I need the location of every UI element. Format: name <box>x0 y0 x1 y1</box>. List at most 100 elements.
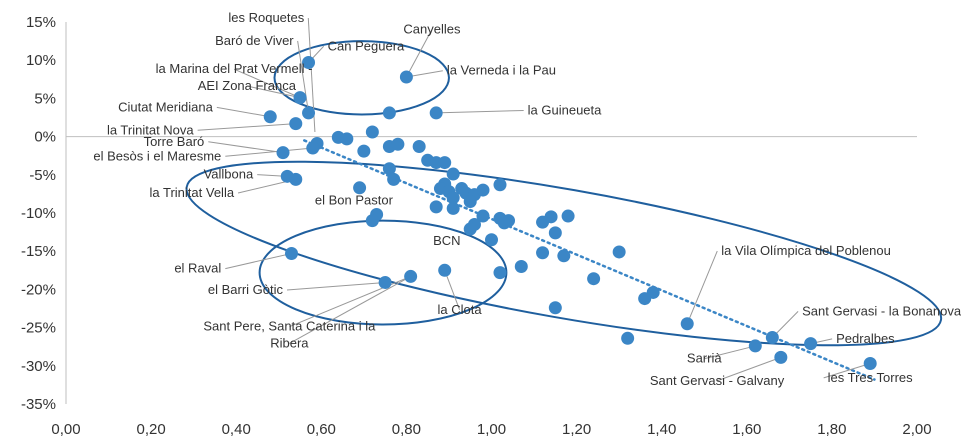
data-point <box>463 222 477 236</box>
label-leader-line <box>197 123 296 131</box>
data-point <box>429 106 443 120</box>
data-point <box>289 172 303 186</box>
point-label: la Verneda i la Pau <box>447 63 556 78</box>
data-point <box>263 110 277 124</box>
label-leader-line <box>233 68 301 99</box>
data-point <box>340 132 354 146</box>
y-tick-label: -35% <box>21 396 56 413</box>
x-tick-label: 2,00 <box>902 421 931 438</box>
data-point <box>446 201 460 215</box>
point-label: Sant Pere, Santa Caterina i la <box>203 319 376 334</box>
y-tick-label: 10% <box>26 52 56 69</box>
label-leader-line <box>286 282 386 291</box>
y-tick-label: -30% <box>21 358 56 375</box>
data-point <box>412 140 426 154</box>
data-point <box>476 183 490 197</box>
label-leader-line <box>246 85 301 99</box>
data-point <box>548 226 562 240</box>
y-tick-label: 0% <box>34 129 56 146</box>
data-point <box>557 249 571 263</box>
x-tick-label: 0,00 <box>51 421 80 438</box>
label-leader-lines <box>197 17 871 382</box>
point-label: AEI Zona Franca <box>198 78 297 93</box>
data-point <box>587 272 601 286</box>
data-point <box>804 337 818 351</box>
data-point <box>289 117 303 131</box>
point-label: la Guineueta <box>528 102 602 117</box>
x-tick-label: 0,80 <box>392 421 421 438</box>
data-point <box>357 144 371 158</box>
x-tick-label: 0,20 <box>136 421 165 438</box>
point-label: el Bon Pastor <box>315 193 394 208</box>
x-tick-label: 1,40 <box>647 421 676 438</box>
data-point <box>621 331 635 345</box>
data-point <box>399 70 413 84</box>
point-label: el Raval <box>174 261 221 276</box>
data-point <box>285 246 299 260</box>
label-leader-line <box>225 147 313 157</box>
point-label: la Vila Olímpica del Poblenou <box>721 243 891 258</box>
label-leader-line <box>686 250 718 324</box>
data-point <box>391 137 405 151</box>
label-leader-line <box>823 363 871 379</box>
label-leader-line <box>297 40 310 113</box>
data-point <box>536 246 550 260</box>
label-leader-line <box>444 270 461 311</box>
x-tick-label: 1,60 <box>732 421 761 438</box>
point-label: Ciutat Meridiana <box>118 99 213 114</box>
data-point <box>446 191 460 205</box>
point-label: Sarrià <box>687 351 722 366</box>
point-label: el Barri Gòtic <box>208 282 284 297</box>
point-labels: les Roquetes Canyelles Baró de Viver Can Pe… <box>93 10 961 388</box>
label-leader-line <box>216 106 271 118</box>
y-tick-label: 15% <box>26 14 56 31</box>
data-point <box>438 263 452 277</box>
data-point <box>306 141 320 155</box>
cluster-ellipse <box>185 160 943 347</box>
data-point <box>429 200 443 214</box>
point-label: Canyelles <box>403 21 461 36</box>
label-leader-line <box>704 345 756 360</box>
data-point <box>378 276 392 290</box>
point-label: Sant Gervasi - Galvany <box>650 373 785 388</box>
data-point <box>638 292 652 306</box>
data-point <box>387 172 401 186</box>
data-point <box>612 245 626 259</box>
data-point <box>485 233 498 247</box>
data-point <box>302 106 316 120</box>
label-leader-line <box>225 253 292 270</box>
data-point <box>382 162 396 176</box>
y-tick-label: 5% <box>34 90 56 107</box>
data-point <box>365 125 379 139</box>
y-tick-label: -25% <box>21 320 56 337</box>
cluster-ellipse <box>273 40 450 116</box>
point-label: Baró de Viver <box>215 33 294 48</box>
label-leader-line <box>208 141 284 154</box>
data-point <box>497 216 511 230</box>
axes: 15% 10% 5% 0% -5% -10% -15% -20% -25% -30% -35% 0,0… <box>21 14 932 438</box>
x-tick-label: 0,60 <box>307 421 336 438</box>
data-point <box>446 167 460 181</box>
point-label: la Clota <box>438 302 483 317</box>
data-point <box>382 106 396 120</box>
data-point <box>293 91 307 105</box>
point-label: la Trinitat Vella <box>150 185 235 200</box>
data-point <box>680 317 694 331</box>
point-label: Torre Baró <box>144 134 205 149</box>
point-label: la Trinitat Nova <box>107 122 194 137</box>
x-tick-label: 1,20 <box>562 421 591 438</box>
data-point <box>748 339 762 353</box>
point-label: les Roquetes <box>228 10 304 25</box>
data-point <box>476 209 490 223</box>
x-tick-label: 0,40 <box>222 421 251 438</box>
label-leader-line <box>405 29 433 78</box>
data-point <box>438 156 452 170</box>
data-point <box>514 259 528 273</box>
point-label: la Marina del Prat Vermell - <box>156 61 313 76</box>
cluster-ellipses <box>185 40 943 347</box>
data-point <box>493 178 507 192</box>
point-label: Sant Gervasi - la Bonanova <box>802 303 961 318</box>
point-label: Pedralbes <box>836 331 895 346</box>
x-tick-label: 1,00 <box>477 421 506 438</box>
